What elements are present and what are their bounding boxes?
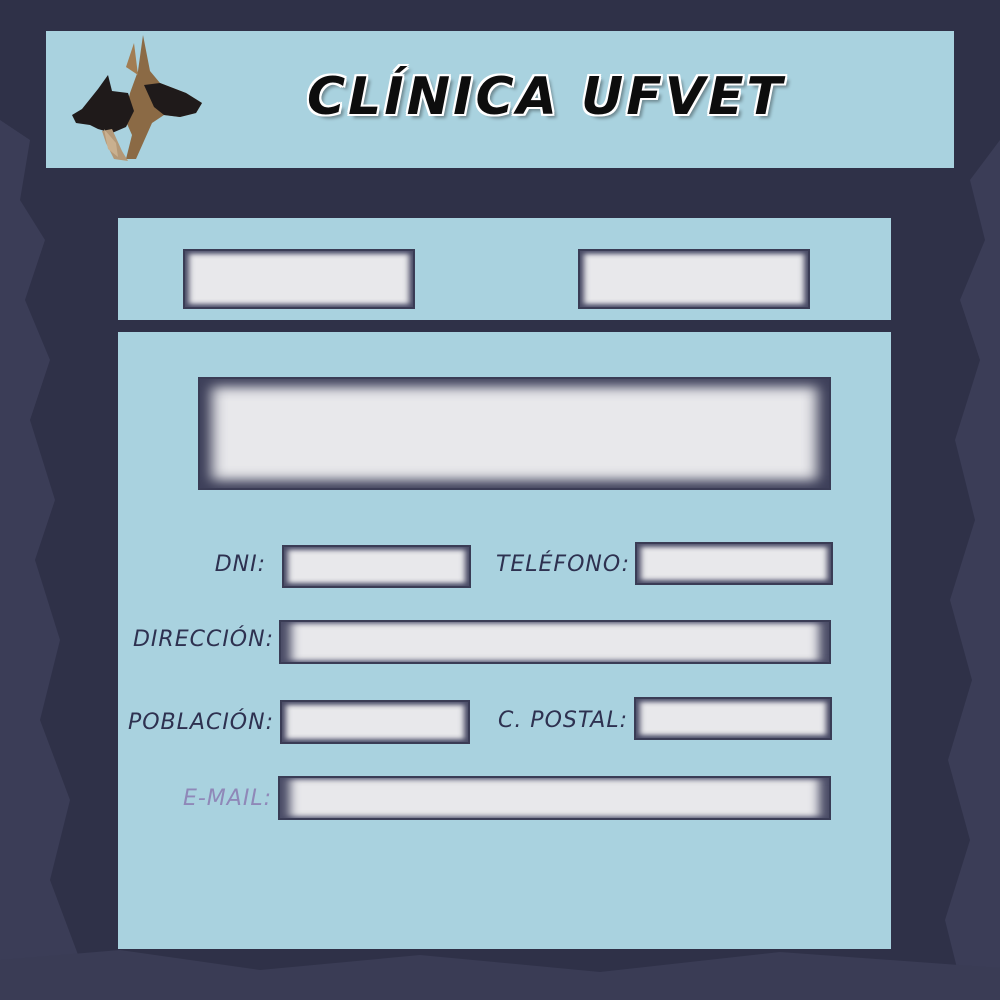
direccion-field[interactable] xyxy=(279,620,831,664)
clinic-title: CLÍNICA UFVET xyxy=(306,67,785,127)
direccion-label: DIRECCIÓN: xyxy=(132,627,274,652)
header-banner: CLÍNICA UFVET xyxy=(46,31,954,168)
top-field-left[interactable] xyxy=(183,249,415,309)
email-field[interactable] xyxy=(278,776,831,820)
dni-field[interactable] xyxy=(282,545,471,588)
top-field-right[interactable] xyxy=(578,249,810,309)
codigo-postal-label: C. POSTAL: xyxy=(497,708,628,733)
dni-label: DNI: xyxy=(214,552,266,577)
codigo-postal-field[interactable] xyxy=(634,697,832,740)
email-label: E-MAIL: xyxy=(182,786,272,811)
top-panel xyxy=(118,218,891,320)
large-text-field[interactable] xyxy=(198,377,831,490)
poblacion-label: POBLACIÓN: xyxy=(127,710,274,735)
telefono-field[interactable] xyxy=(635,542,833,585)
client-form-panel: DNI: TELÉFONO: DIRECCIÓN: POBLACIÓN: C. … xyxy=(118,332,891,949)
telefono-label: TELÉFONO: xyxy=(495,552,630,577)
poblacion-field[interactable] xyxy=(280,700,470,744)
dog-and-cat-heads-icon xyxy=(68,31,208,168)
